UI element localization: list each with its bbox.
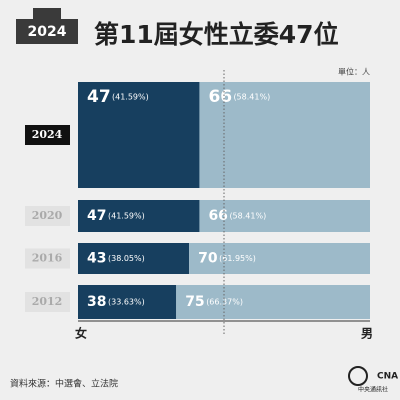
category-box <box>25 292 70 312</box>
chart-title: 第11屆女性立委47位 <box>94 20 339 49</box>
badge-icon <box>33 8 61 20</box>
badge-box <box>16 19 78 44</box>
bar <box>78 82 200 188</box>
category-label: 2012 <box>32 295 63 308</box>
value-label: 43 <box>87 251 106 267</box>
category-box <box>25 206 70 226</box>
percent-label: (58.41%) <box>233 93 270 102</box>
category-box <box>25 125 70 145</box>
category-label: 2020 <box>32 209 63 222</box>
value-label: 66 <box>208 208 227 224</box>
value-label: 70 <box>198 251 218 267</box>
bar <box>78 285 177 319</box>
bar <box>78 243 190 274</box>
source: 資料來源：中選會、立法院 <box>10 378 118 390</box>
bar <box>189 243 370 274</box>
series-label: 女 <box>75 326 87 341</box>
badge: 2024 <box>28 24 67 40</box>
percent-label: (66.37%) <box>206 298 243 307</box>
unit: 單位：人 <box>338 67 370 77</box>
percent-label: (61.95%) <box>219 254 256 263</box>
percent-label: (38.05%) <box>108 254 145 263</box>
value-label: 47 <box>87 87 111 107</box>
value-label: 75 <box>185 294 204 310</box>
bar <box>176 285 370 319</box>
value-label: 47 <box>87 208 106 224</box>
value-label: 66 <box>208 87 232 107</box>
percent-label: (41.59%) <box>112 93 149 102</box>
category-box <box>25 248 70 269</box>
logo-text: 中央通訊社 <box>358 386 388 394</box>
bar <box>199 82 370 188</box>
logo: CNA <box>377 372 398 382</box>
logo-icon <box>348 366 368 386</box>
percent-label: (41.59%) <box>108 212 145 221</box>
percent-label: (58.41%) <box>229 212 266 221</box>
series-label: 男 <box>361 327 373 341</box>
category-label: 2016 <box>32 252 63 265</box>
percent-label: (33.63%) <box>108 298 145 307</box>
category-label: 2024 <box>32 128 63 141</box>
bar <box>199 200 370 232</box>
bar <box>78 200 200 232</box>
value-label: 38 <box>87 294 106 310</box>
